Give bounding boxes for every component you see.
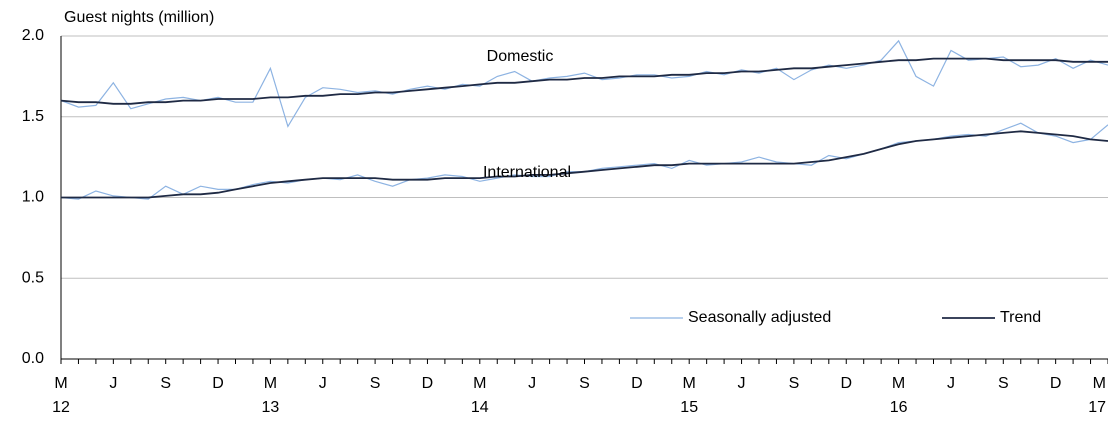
series-line [60, 57, 1108, 105]
x-group-label: 13 [262, 399, 280, 416]
x-tick-label: D [212, 375, 224, 392]
x-tick-label: J [947, 375, 955, 392]
x-tick-label: D [1050, 375, 1062, 392]
x-tick-label: D [422, 375, 434, 392]
x-tick-label: M [264, 375, 277, 392]
series-line [60, 122, 1108, 200]
annotation: Domestic [487, 48, 554, 65]
x-tick-label: S [998, 375, 1009, 392]
y-tick-label: 2.0 [22, 27, 44, 44]
y-tick-label: 1.0 [22, 189, 44, 206]
x-group-label: 17 [1088, 399, 1106, 416]
x-group-label: 14 [471, 399, 489, 416]
x-tick-label: J [109, 375, 117, 392]
legend-label: Seasonally adjusted [688, 309, 831, 326]
x-group-label: 16 [890, 399, 908, 416]
x-tick-label: S [370, 375, 381, 392]
series-line [61, 130, 1108, 199]
x-group-label: 12 [52, 399, 70, 416]
annotation: International [483, 164, 571, 181]
y-tick-label: 0.0 [22, 350, 44, 367]
x-tick-label: M [892, 375, 905, 392]
x-tick-label: M [1093, 375, 1106, 392]
x-tick-label: J [528, 375, 536, 392]
x-tick-label: M [683, 375, 696, 392]
x-tick-label: M [473, 375, 486, 392]
x-tick-label: J [319, 375, 327, 392]
x-tick-label: J [738, 375, 746, 392]
x-tick-label: D [631, 375, 643, 392]
series-line [60, 39, 1108, 128]
y-tick-label: 0.5 [22, 269, 44, 286]
x-tick-label: S [160, 375, 171, 392]
x-tick-label: S [789, 375, 800, 392]
x-tick-label: S [579, 375, 590, 392]
y-tick-label: 1.5 [22, 108, 44, 125]
x-group-label: 15 [680, 399, 698, 416]
legend-label: Trend [1000, 309, 1041, 326]
y-axis-label: Guest nights (million) [64, 9, 214, 26]
x-tick-label: M [54, 375, 67, 392]
x-tick-label: D [840, 375, 852, 392]
